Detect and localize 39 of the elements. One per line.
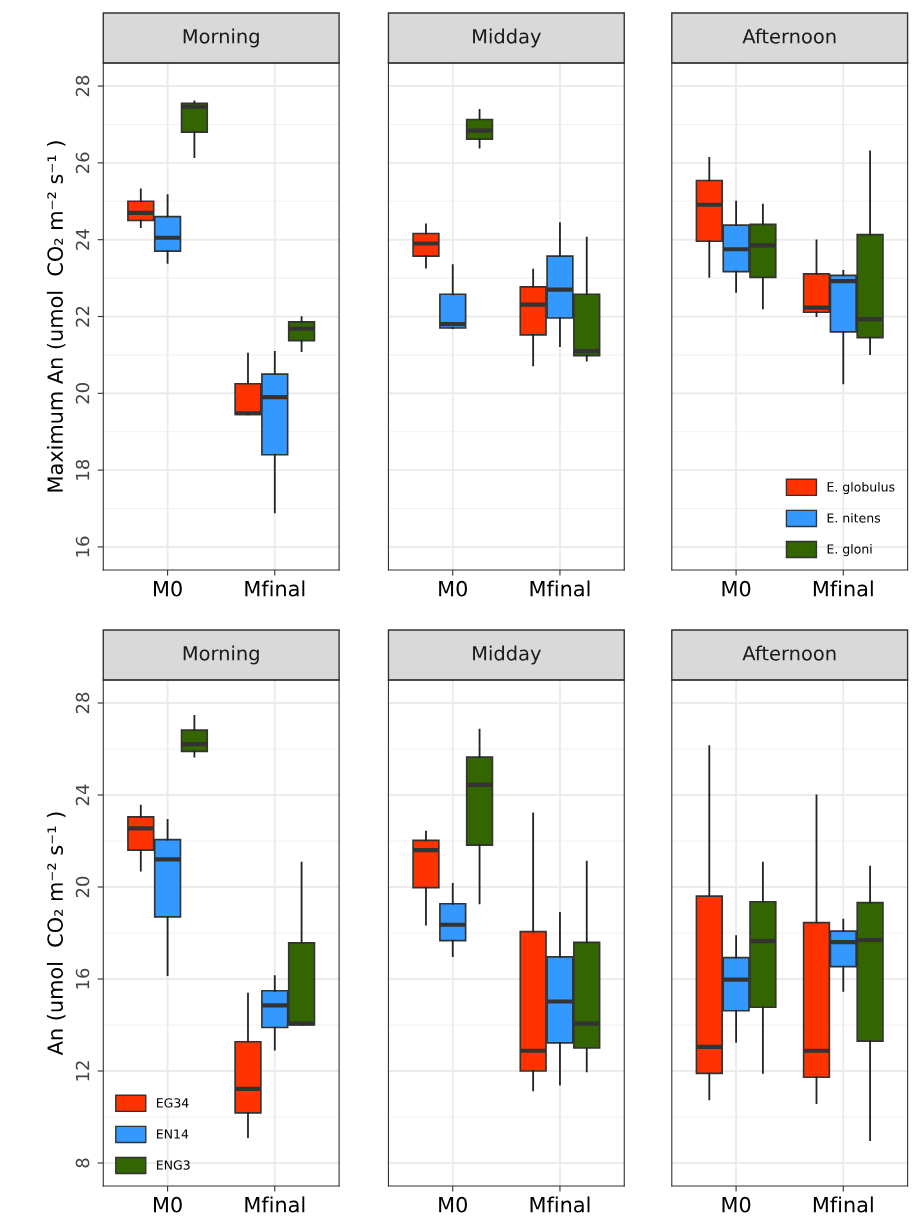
x-tick-label: Mfinal [813, 580, 873, 597]
x-tick-label: M0 [439, 1196, 467, 1213]
y-tick-label: 26 [75, 152, 90, 174]
y-tick-label: 22 [75, 306, 90, 327]
y-tick-label: 16 [75, 536, 90, 557]
x-tick-label: M0 [439, 580, 467, 597]
y-tick-label: 24 [75, 229, 90, 250]
y-tick-label: 20 [75, 876, 90, 898]
legend-label: E. gloni [827, 544, 872, 557]
legend-label: EN14 [157, 1129, 189, 1139]
x-tick-label: M0 [722, 580, 751, 597]
y-tick-label: 28 [75, 692, 90, 714]
x-tick-label: Mfinal [530, 1196, 590, 1213]
legend-label: E. nitens [827, 513, 881, 523]
y-tick-label: 8 [75, 1158, 90, 1168]
chart-title: Afternoon [742, 645, 836, 661]
chart-title: Morning [183, 28, 259, 48]
chart-title: Morning [183, 645, 259, 665]
x-tick-label: Mfinal [530, 580, 590, 597]
y-tick-label: 24 [75, 784, 90, 806]
y-tick-label: 18 [75, 459, 90, 480]
y-tick-label: 28 [75, 75, 90, 97]
x-tick-label: Mfinal [245, 1196, 305, 1213]
x-tick-label: M0 [722, 1196, 751, 1213]
legend-label: ENG3 [157, 1160, 190, 1170]
x-tick-label: Mfinal [813, 1196, 873, 1213]
y-tick-label: 12 [75, 1061, 90, 1081]
legend-label: EG34 [157, 1098, 189, 1108]
chart-title: Midday [473, 645, 541, 665]
chart-title: Afternoon [742, 28, 836, 44]
x-tick-label: M0 [154, 580, 182, 597]
legend-label: E. globulus [827, 481, 895, 495]
y-tick-label: 16 [75, 968, 90, 989]
chart-title: Midday [473, 28, 541, 48]
y-axis-title: Maximum An (umol CO₂ m⁻² s⁻¹ ) [46, 141, 66, 492]
y-tick-label: 20 [75, 383, 90, 404]
x-tick-label: Mfinal [245, 580, 305, 597]
y-axis-title: An (umol CO₂ m⁻² s⁻¹ ) [46, 812, 66, 1056]
x-tick-label: M0 [154, 1196, 182, 1213]
